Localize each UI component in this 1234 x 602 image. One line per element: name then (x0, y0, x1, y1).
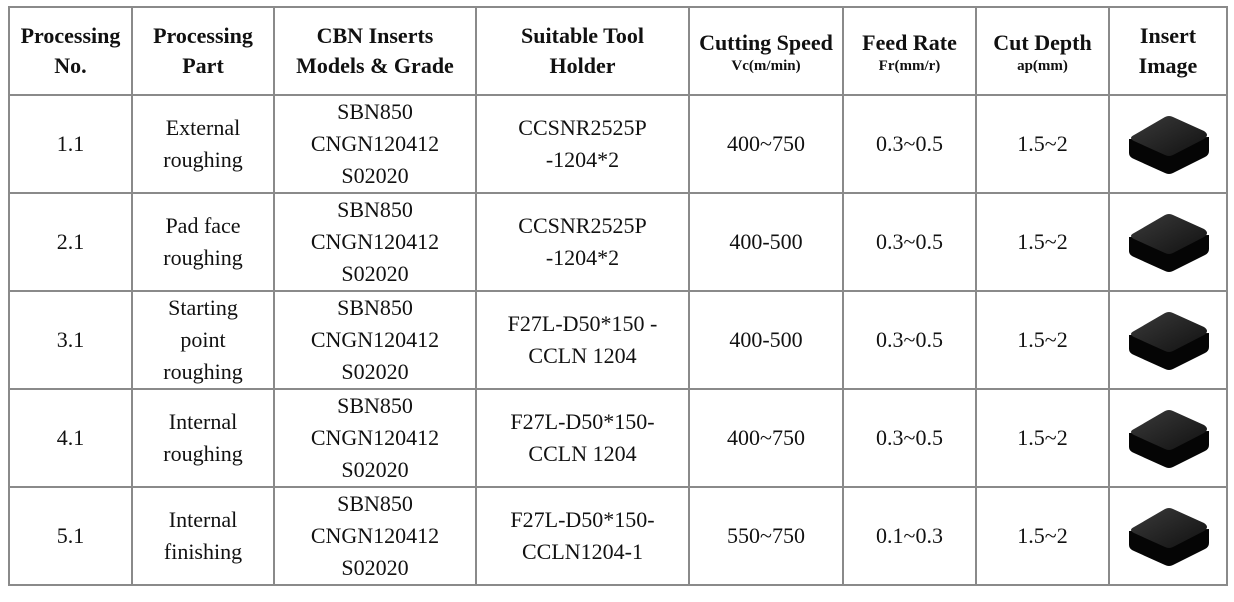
table-cell: SBN850 CNGN120412 S02020 (273, 192, 477, 292)
insert-image-cell (1108, 94, 1228, 194)
table-cell: 0.3~0.5 (842, 388, 977, 488)
table-cell: F27L-D50*150- CCLN 1204 (475, 388, 690, 488)
table-cell: 4.1 (8, 388, 133, 488)
table-cell: F27L-D50*150 - CCLN 1204 (475, 290, 690, 390)
table-cell: CCSNR2525P -1204*2 (475, 192, 690, 292)
table-cell: 2.1 (8, 192, 133, 292)
table-cell: 3.1 (8, 290, 133, 390)
header-cell: Processing No. (8, 6, 133, 96)
table-row: 2.1 Pad face roughing SBN850 CNGN120412 S0… (8, 192, 1228, 292)
header-row: Processing No. Processing Part CBN Inserts… (8, 6, 1228, 96)
header-unit: Fr(mm/r) (878, 58, 941, 74)
header-title: Feed Rate (862, 30, 957, 55)
table-cell: SBN850 CNGN120412 S02020 (273, 94, 477, 194)
insert-icon (1129, 116, 1209, 174)
header-cell: Cut Depth ap(mm) (975, 6, 1110, 96)
header-cell: Feed Rate Fr(mm/r) (842, 6, 977, 96)
header-cell: Cutting Speed Vc(m/min) (688, 6, 844, 96)
header-title: Cutting Speed (699, 30, 833, 55)
table-cell: 0.1~0.3 (842, 486, 977, 586)
table-body: 1.1 External roughing SBN850 CNGN120412 S0… (8, 94, 1228, 586)
table-cell: 0.3~0.5 (842, 94, 977, 194)
table-cell: SBN850 CNGN120412 S02020 (273, 486, 477, 586)
header-title: Insert Image (1138, 23, 1198, 78)
header-title: Cut Depth (993, 30, 1092, 55)
insert-icon (1129, 312, 1209, 370)
table-cell: 1.5~2 (975, 290, 1110, 390)
header-unit: ap(mm) (1017, 58, 1068, 74)
insert-icon (1129, 508, 1209, 566)
insert-image-cell (1108, 290, 1228, 390)
header-title: CBN Inserts Models & Grade (296, 23, 454, 78)
table-cell: 550~750 (688, 486, 844, 586)
table-row: 1.1 External roughing SBN850 CNGN120412 S0… (8, 94, 1228, 194)
table-cell: Internal finishing (131, 486, 275, 586)
header-unit: Vc(m/min) (731, 58, 801, 74)
header-cell: Suitable Tool Holder (475, 6, 690, 96)
insert-icon (1129, 410, 1209, 468)
insert-image-cell (1108, 388, 1228, 488)
table-cell: 1.5~2 (975, 388, 1110, 488)
insert-icon (1129, 214, 1209, 272)
table-cell: 1.1 (8, 94, 133, 194)
header-cell: Insert Image (1108, 6, 1228, 96)
table-cell: 1.5~2 (975, 192, 1110, 292)
table-row: 4.1 Internal roughing SBN850 CNGN120412 S0… (8, 388, 1228, 488)
table-row: 5.1 Internal finishing SBN850 CNGN120412 S… (8, 486, 1228, 586)
header-title: Suitable Tool Holder (521, 23, 644, 78)
table-cell: 400-500 (688, 192, 844, 292)
table-cell: Internal roughing (131, 388, 275, 488)
table-cell: 400~750 (688, 94, 844, 194)
header-cell: CBN Inserts Models & Grade (273, 6, 477, 96)
table-cell: External roughing (131, 94, 275, 194)
header-title: Processing No. (20, 23, 121, 78)
table-cell: 0.3~0.5 (842, 192, 977, 292)
table-cell: 400-500 (688, 290, 844, 390)
table-cell: 0.3~0.5 (842, 290, 977, 390)
insert-image-cell (1108, 486, 1228, 586)
table-cell: Starting point roughing (131, 290, 275, 390)
table-cell: CCSNR2525P -1204*2 (475, 94, 690, 194)
insert-image-cell (1108, 192, 1228, 292)
table-cell: SBN850 CNGN120412 S02020 (273, 290, 477, 390)
table-cell: 400~750 (688, 388, 844, 488)
table-cell: 1.5~2 (975, 94, 1110, 194)
table-cell: Pad face roughing (131, 192, 275, 292)
table-cell: 1.5~2 (975, 486, 1110, 586)
table-cell: SBN850 CNGN120412 S02020 (273, 388, 477, 488)
spec-table: Processing No. Processing Part CBN Inserts… (8, 6, 1228, 586)
table-cell: F27L-D50*150- CCLN1204-1 (475, 486, 690, 586)
table-row: 3.1 Starting point roughing SBN850 CNGN120… (8, 290, 1228, 390)
table-cell: 5.1 (8, 486, 133, 586)
header-cell: Processing Part (131, 6, 275, 96)
header-title: Processing Part (153, 23, 253, 78)
